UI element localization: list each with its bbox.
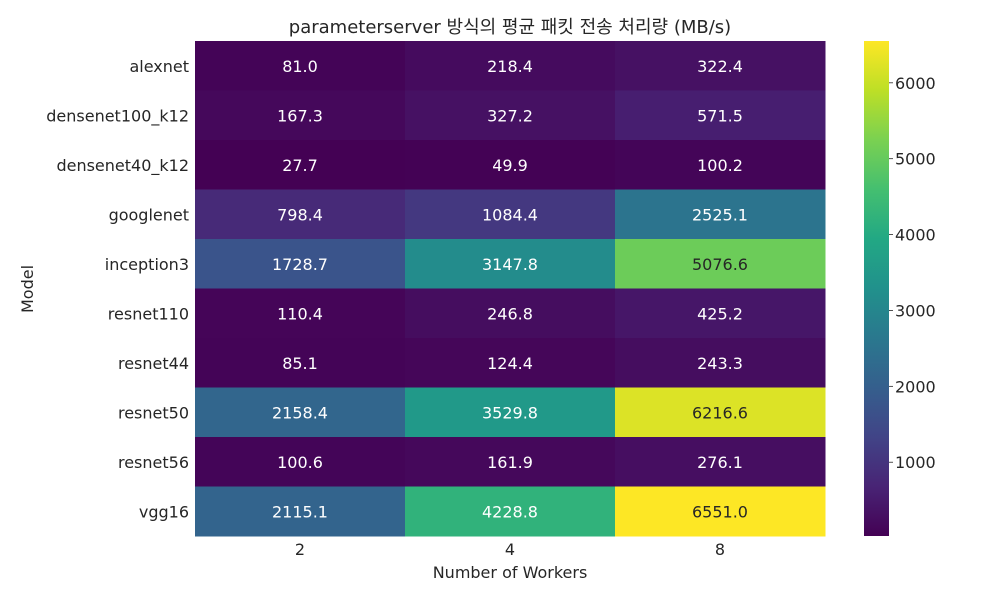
heatmap-cell [615,387,826,438]
heatmap-cell [615,41,826,91]
heatmap-cell [405,239,616,289]
cell-value-label: 167.3 [277,106,323,125]
cell-value-label: 246.8 [487,304,533,323]
colorbar-tick-label: 1000 [895,453,936,472]
y-tick-label: resnet110 [108,304,189,323]
cell-value-label: 161.9 [487,453,533,472]
cell-value-label: 1084.4 [482,205,538,224]
heatmap-cell [405,338,616,388]
cell-value-label: 85.1 [282,354,318,373]
colorbar-gradient [864,41,889,536]
y-tick-label: resnet44 [118,354,189,373]
cell-value-label: 6551.0 [692,502,748,521]
colorbar-tick-label: 3000 [895,301,936,320]
y-tick-label: resnet50 [118,403,189,422]
cell-value-label: 1728.7 [272,255,328,274]
x-tick-label: 4 [505,540,515,559]
heatmap-cell [195,189,406,240]
heatmap-cell [615,140,826,190]
y-tick-label: googlenet [109,205,189,224]
x-tick-labels: 2 4 8 [295,540,725,559]
heatmap-cell [195,140,406,190]
heatmap-cell [615,189,826,240]
colorbar-tick-label: 2000 [895,377,936,396]
heatmap-cell [615,437,826,487]
cell-value-label: 322.4 [697,57,743,76]
cell-value-label: 218.4 [487,57,533,76]
cell-value-label: 5076.6 [692,255,748,274]
colorbar-tick-label: 4000 [895,226,936,245]
heatmap-cell [615,90,826,141]
heatmap-cell [195,90,406,141]
y-tick-label: alexnet [129,57,189,76]
cell-value-label: 3529.8 [482,403,538,422]
heatmap-cells: 81.0 218.4 322.4 167.3 327.2 571.5 27.7 49.9 100… [195,41,826,537]
y-tick-label: vgg16 [139,502,189,521]
heatmap-cell [195,239,406,289]
cell-value-label: 2525.1 [692,205,748,224]
cell-value-label: 81.0 [282,57,318,76]
heatmap-cell [405,189,616,240]
colorbar-tick-label: 6000 [895,74,936,93]
heatmap-cell [405,41,616,91]
cell-value-label: 571.5 [697,106,743,125]
heatmap-cell [195,437,406,487]
y-tick-label: resnet56 [118,453,189,472]
cell-value-label: 124.4 [487,354,533,373]
cell-value-label: 49.9 [492,156,528,175]
x-tick-label: 2 [295,540,305,559]
cell-value-label: 4228.8 [482,502,538,521]
heatmap-cell [405,140,616,190]
heatmap-cell [195,288,406,339]
cell-value-label: 100.6 [277,453,323,472]
heatmap-cell [405,437,616,487]
y-axis-label: Model [18,265,37,313]
cell-value-label: 2158.4 [272,403,328,422]
y-tick-label: inception3 [105,255,189,274]
heatmap-cell [405,90,616,141]
colorbar-tick-label: 5000 [895,150,936,169]
colorbar: 1000 2000 3000 4000 5000 6000 [864,41,936,536]
heatmap-cell [615,239,826,289]
cell-value-label: 3147.8 [482,255,538,274]
cell-value-label: 425.2 [697,304,743,323]
cell-value-label: 243.3 [697,354,743,373]
y-tick-label: densenet100_k12 [46,106,189,126]
cell-value-label: 798.4 [277,205,323,224]
heatmap-cell [195,338,406,388]
cell-value-label: 276.1 [697,453,743,472]
y-tick-label: densenet40_k12 [56,156,189,176]
cell-value-label: 6216.6 [692,403,748,422]
heatmap-cell [195,387,406,438]
colorbar-ticks: 1000 2000 3000 4000 5000 6000 [889,74,936,472]
cell-value-label: 110.4 [277,304,323,323]
heatmap-cell [405,486,616,537]
heatmap-cell [405,387,616,438]
heatmap-cell [195,41,406,91]
heatmap-cell [615,486,826,537]
x-axis-label: Number of Workers [433,563,588,582]
cell-value-label: 327.2 [487,106,533,125]
heatmap-cell [195,486,406,537]
y-tick-labels: alexnet densenet100_k12 densenet40_k12goog… [46,57,189,522]
cell-value-label: 27.7 [282,156,318,175]
chart-title: parameterserver 방식의 평균 패킷 전송 처리량 (MB/s) [289,17,731,38]
heatmap-cell [615,338,826,388]
cell-value-label: 100.2 [697,156,743,175]
heatmap-cell [615,288,826,339]
x-tick-label: 8 [715,540,725,559]
heatmap-cell [405,288,616,339]
cell-value-label: 2115.1 [272,502,328,521]
